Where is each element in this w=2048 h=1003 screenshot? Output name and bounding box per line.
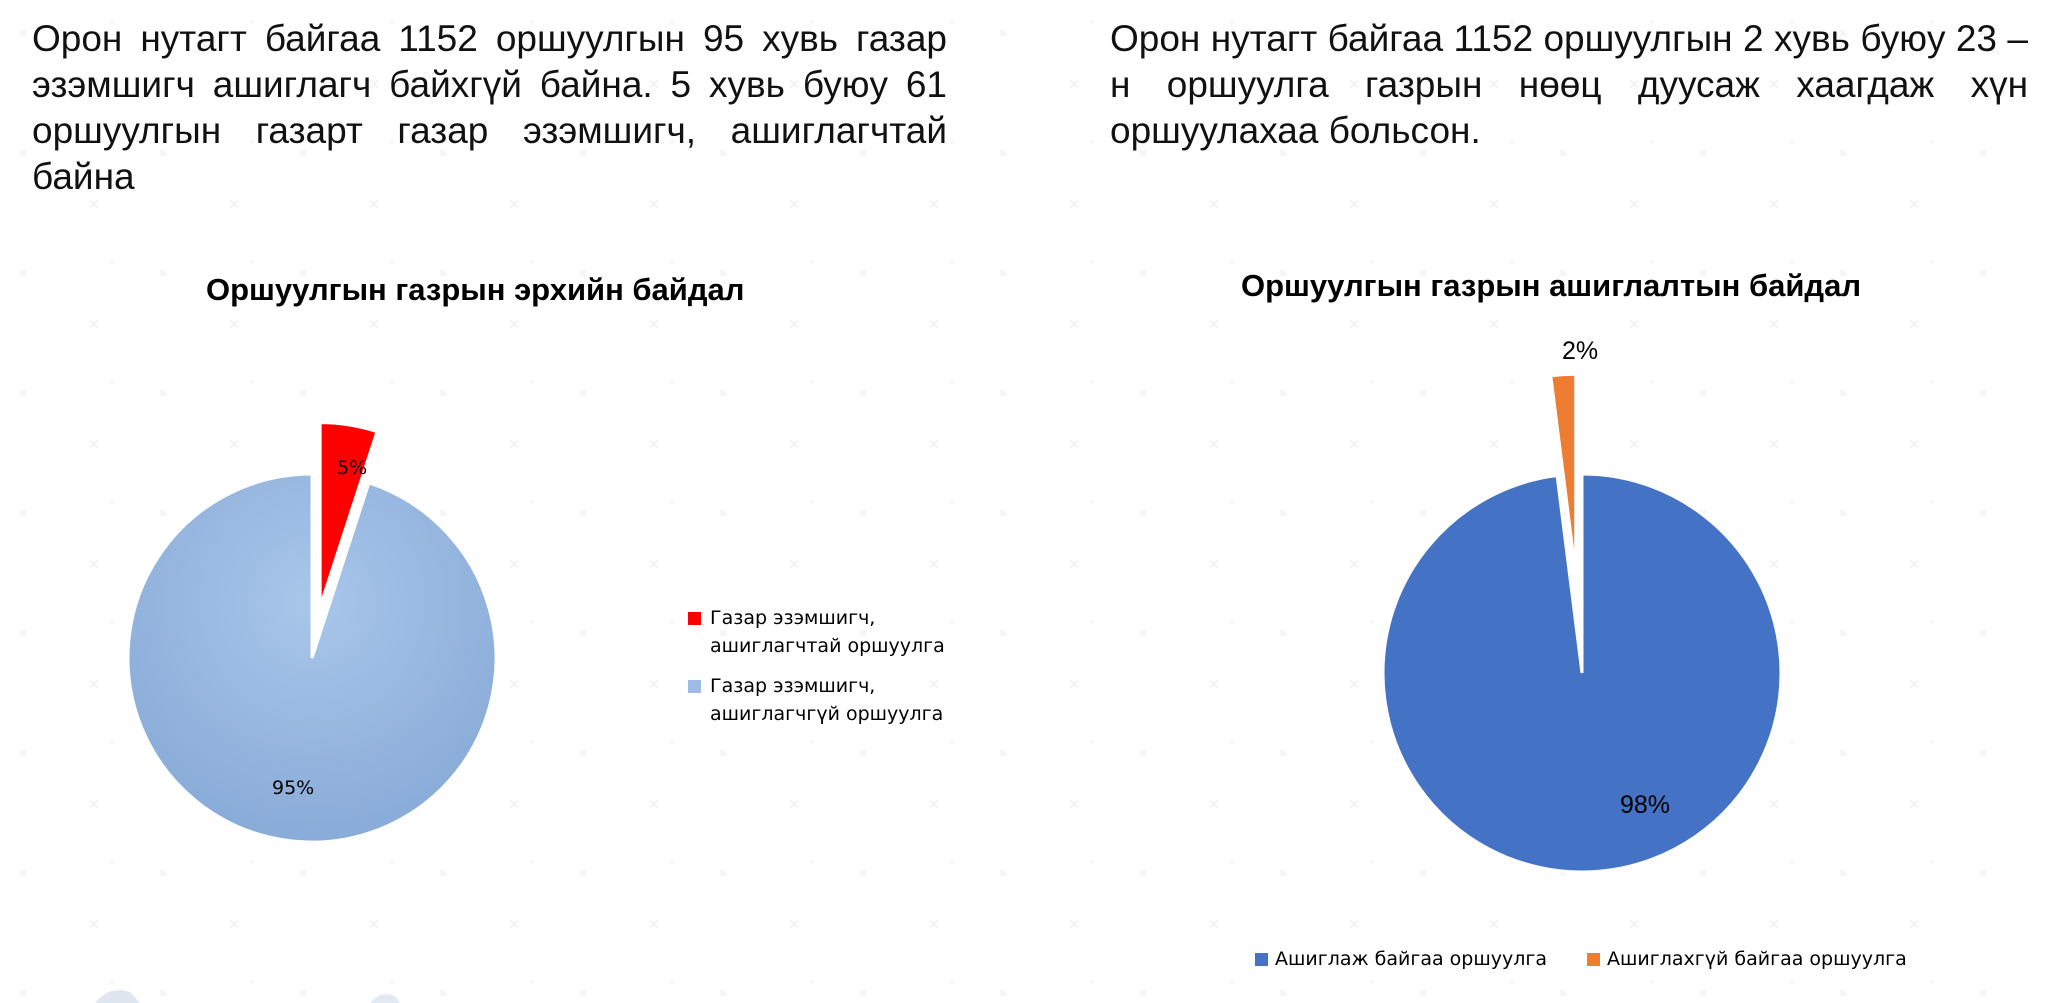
pie-slice <box>1549 372 1578 574</box>
pie-slice <box>126 472 498 844</box>
data-label: 5% <box>337 457 367 479</box>
data-label: 95% <box>272 777 314 799</box>
chart-title-usage: Оршуулгын газрын ашиглалтын байдал <box>1241 268 1862 303</box>
data-label: 2% <box>1562 337 1598 365</box>
legend-usage: Ашиглаж байгаа оршуулга Ашиглахгүй байга… <box>1255 948 1907 970</box>
legend-label: Газар эзэмшигч, ашиглагчтай оршуулга <box>710 607 945 657</box>
legend-swatch <box>1255 952 1268 966</box>
legend-item: Ашиглахгүй байгаа оршуулга <box>1587 948 1907 970</box>
pie-slice <box>1381 472 1783 874</box>
pie-slice <box>318 421 379 608</box>
legend-label: Газар эзэмшигч, ашиглагчгүй оршуулга <box>710 675 944 725</box>
legend-land-rights: Газар эзэмшигч, ашиглагчтай оршуулга Газ… <box>688 604 988 740</box>
data-label: 98% <box>1620 791 1670 819</box>
legend-swatch <box>688 680 701 693</box>
legend-item: Газар эзэмшигч, ашиглагчтай оршуулга <box>688 604 988 660</box>
legend-label: Ашиглаж байгаа оршуулга <box>1275 948 1548 970</box>
paragraph-left: Орон нутагт байгаа 1152 оршуулгын 95 хув… <box>32 18 947 197</box>
chart-title-land-rights: Оршуулгын газрын эрхийн байдал <box>206 272 745 307</box>
legend-item: Ашиглаж байгаа оршуулга <box>1255 948 1547 970</box>
legend-swatch <box>688 612 701 625</box>
legend-label: Ашиглахгүй байгаа оршуулга <box>1607 948 1907 970</box>
paragraph-right: Орон нутагт байгаа 1152 оршуулгын 2 хувь… <box>1110 18 2028 151</box>
legend-swatch <box>1587 952 1601 966</box>
legend-item: Газар эзэмшигч, ашиглагчгүй оршуулга <box>688 672 988 728</box>
